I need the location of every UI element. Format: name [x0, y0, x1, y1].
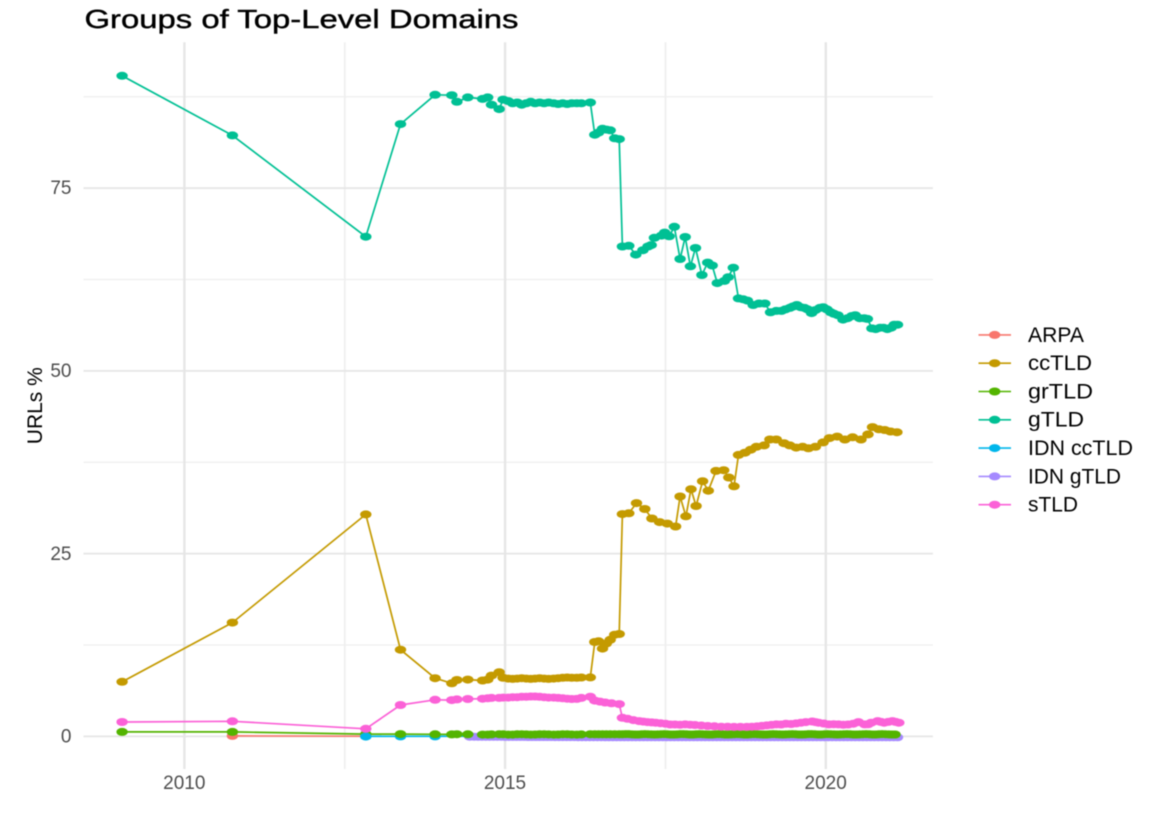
svg-text:2020: 2020	[805, 773, 847, 794]
svg-text:ARPA: ARPA	[1028, 324, 1084, 347]
svg-text:gTLD: gTLD	[1028, 409, 1084, 432]
svg-text:25: 25	[50, 544, 71, 565]
svg-text:ccTLD: ccTLD	[1028, 352, 1092, 375]
svg-text:2010: 2010	[163, 773, 205, 794]
svg-text:75: 75	[50, 178, 71, 199]
svg-text:0: 0	[61, 727, 72, 748]
svg-text:2015: 2015	[484, 773, 526, 794]
svg-text:sTLD: sTLD	[1028, 494, 1078, 517]
svg-text:IDN gTLD: IDN gTLD	[1028, 465, 1121, 488]
svg-text:grTLD: grTLD	[1028, 380, 1093, 403]
svg-text:Groups of Top-Level Domains: Groups of Top-Level Domains	[85, 4, 519, 34]
svg-text:URLs %: URLs %	[24, 367, 47, 444]
svg-text:50: 50	[50, 361, 71, 382]
svg-text:IDN ccTLD: IDN ccTLD	[1028, 437, 1133, 460]
